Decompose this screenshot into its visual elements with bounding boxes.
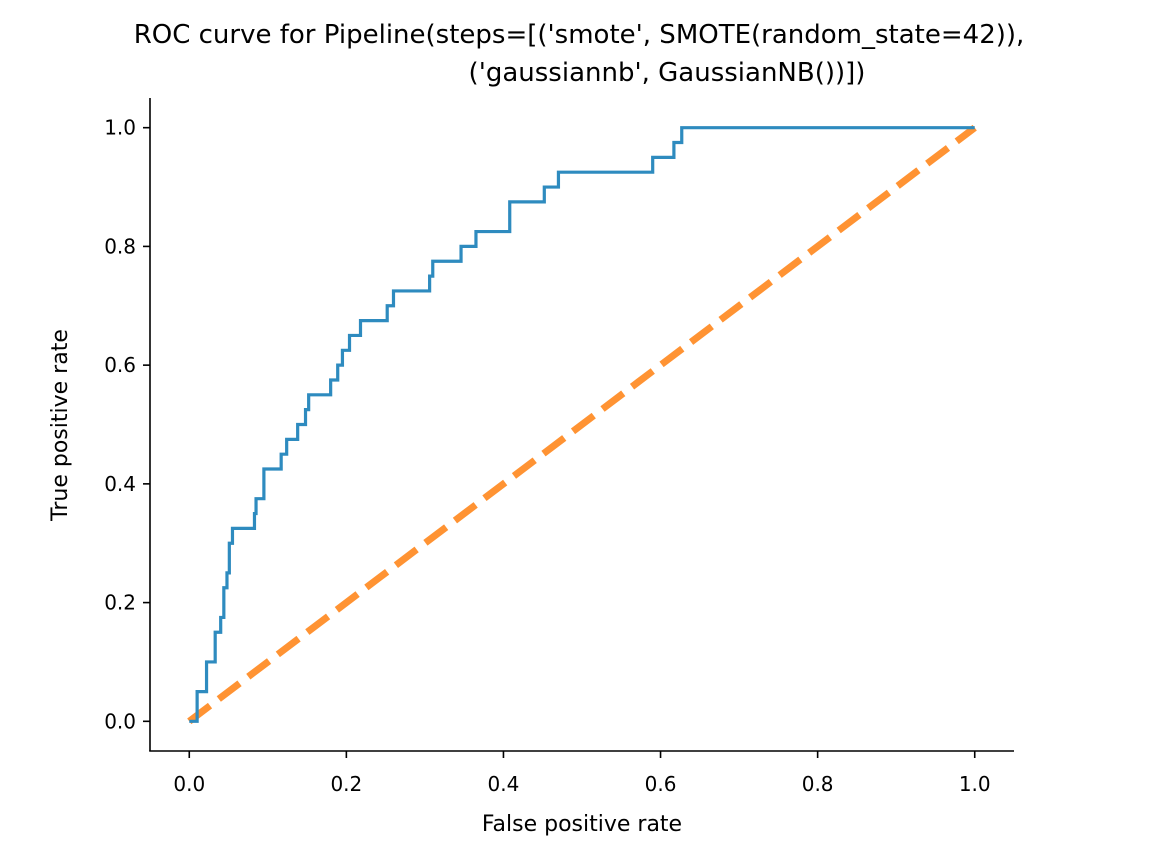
x-tick-group: 0.0 0.2 0.4 0.6 0.8 1.0 <box>173 751 991 796</box>
random-baseline-line <box>187 124 977 725</box>
chart-title-line-2: ('gaussiannb', GaussianNB())]) <box>469 58 866 88</box>
x-tick-label: 0.4 <box>488 772 520 796</box>
y-tick-label: 0.4 <box>104 472 136 496</box>
x-tick-label: 0.6 <box>645 772 677 796</box>
y-axis-label: True positive rate <box>48 329 73 522</box>
chart-title-line-1: ROC curve for Pipeline(steps=[('smote', … <box>134 20 1025 50</box>
chart-title: ROC curve for Pipeline(steps=[('smote', … <box>134 20 1025 88</box>
y-tick-label: 0.8 <box>104 234 136 258</box>
plot-series-group <box>187 124 977 725</box>
x-tick-label: 0.0 <box>173 772 205 796</box>
y-tick-group: 0.0 0.2 0.4 0.6 0.8 1.0 <box>104 116 150 733</box>
x-axis-label: False positive rate <box>482 812 682 837</box>
x-tick-label: 1.0 <box>959 772 991 796</box>
x-tick-label: 0.8 <box>802 772 834 796</box>
y-tick-label: 0.6 <box>104 353 136 377</box>
y-tick-label: 0.0 <box>104 709 136 733</box>
y-tick-label: 0.2 <box>104 591 136 615</box>
y-tick-label: 1.0 <box>104 116 136 140</box>
roc-curve-line <box>189 126 975 723</box>
x-tick-label: 0.2 <box>330 772 362 796</box>
